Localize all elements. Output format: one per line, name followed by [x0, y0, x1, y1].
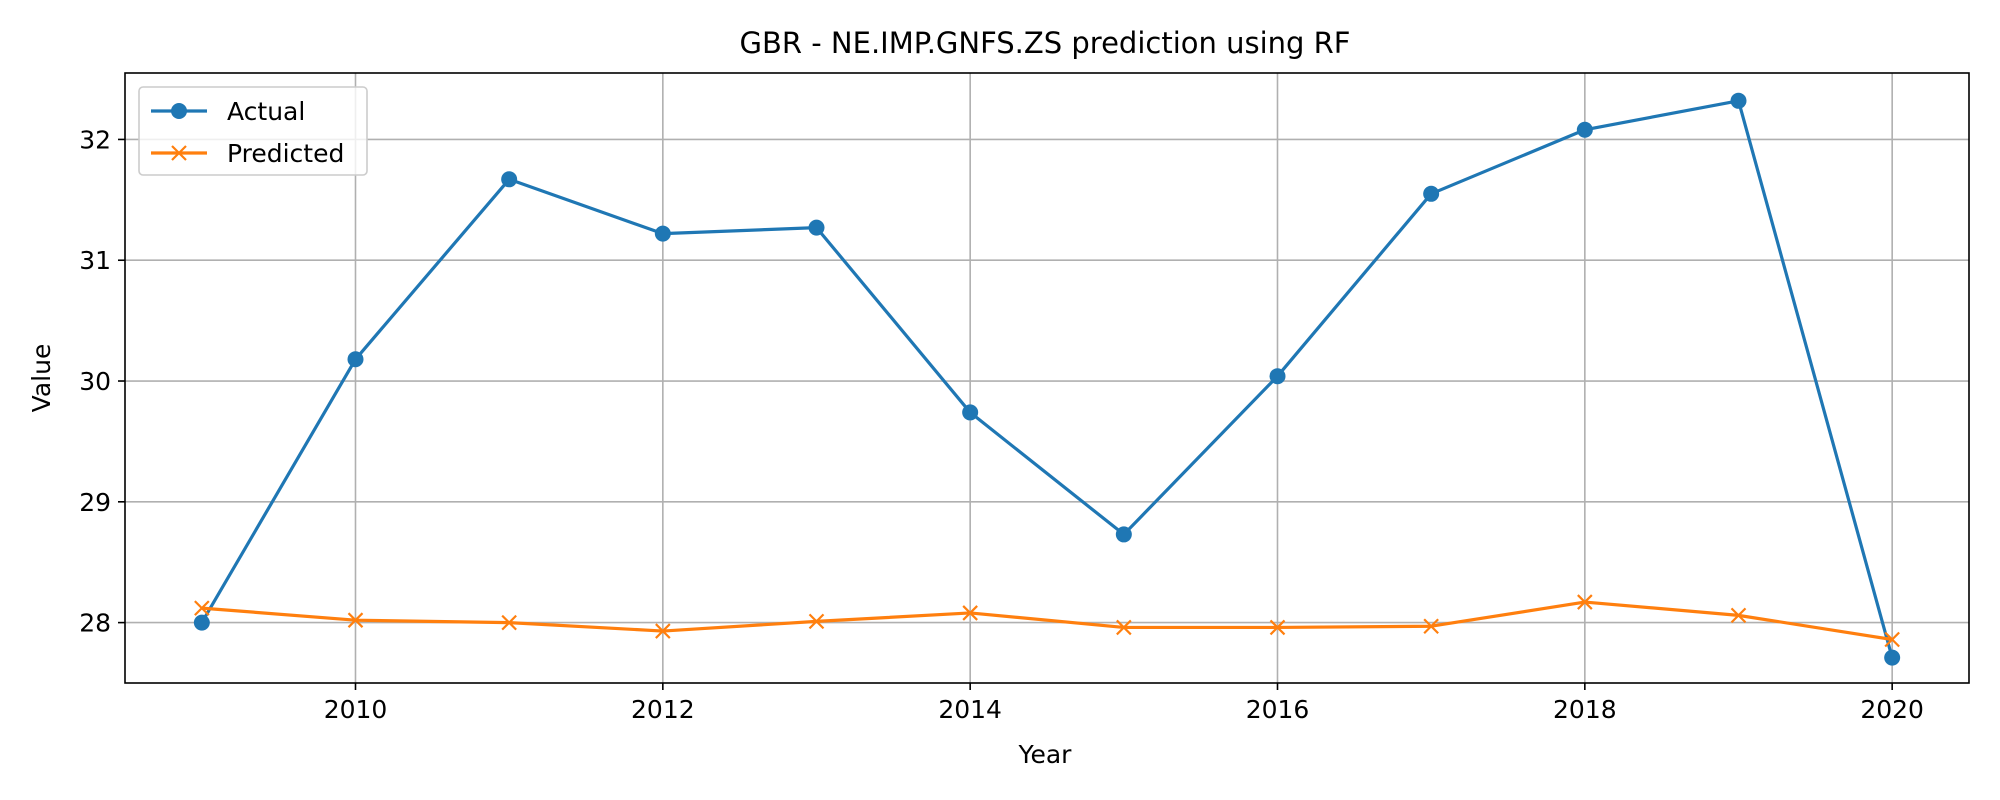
predicted-point	[1577, 594, 1593, 610]
predicted-point	[962, 605, 978, 621]
legend-predicted-marker	[171, 145, 187, 161]
legend-predicted-label: Predicted	[227, 139, 344, 168]
actual-point	[1730, 92, 1747, 109]
actual-point	[347, 351, 364, 368]
x-tick-label: 2010	[324, 695, 388, 724]
predicted-point	[194, 600, 210, 616]
actual-point	[962, 404, 979, 421]
y-axis-ticks: 28 29 30 31 32	[79, 125, 125, 638]
predicted-point	[1730, 607, 1747, 624]
x-axis-label: Year	[1018, 740, 1073, 769]
x-tick-label: 2012	[631, 695, 695, 724]
plot-markers	[193, 92, 1901, 666]
predicted-point	[655, 623, 671, 639]
actual-line	[200, 99, 1894, 659]
actual-point	[1884, 649, 1901, 666]
legend-actual-label: Actual	[227, 97, 305, 126]
x-tick-label: 2016	[1246, 695, 1310, 724]
predicted-point	[1423, 618, 1439, 635]
predicted-line	[201, 600, 1893, 642]
actual-point	[1423, 185, 1440, 202]
y-tick-label: 28	[79, 609, 111, 638]
actual-point	[1576, 121, 1593, 138]
predicted-point	[808, 613, 825, 630]
predicted-point	[1116, 619, 1132, 636]
actual-point	[1269, 368, 1286, 385]
x-tick-label: 2014	[938, 695, 1002, 724]
chart-title: GBR - NE.IMP.GNFS.ZS prediction using RF	[740, 26, 1351, 60]
legend-actual-marker	[171, 103, 187, 119]
x-tick-label: 2018	[1553, 695, 1617, 724]
y-axis-label: Value	[27, 344, 56, 413]
actual-point	[193, 614, 210, 631]
actual-point	[654, 225, 671, 242]
predicted-point	[347, 612, 364, 628]
legend: Actual Predicted	[138, 86, 368, 176]
x-tick-label: 2020	[1860, 695, 1924, 724]
predicted-point	[501, 614, 517, 631]
predicted-point	[1269, 619, 1286, 636]
actual-point	[1115, 526, 1132, 543]
predicted-point	[1884, 631, 1900, 648]
y-tick-label: 31	[79, 246, 111, 275]
y-tick-label: 32	[79, 125, 111, 154]
x-axis-ticks: 2010 2012 2014 2016 2018 2020	[324, 683, 1924, 724]
grid-lines	[125, 73, 1969, 683]
actual-point	[501, 171, 518, 188]
actual-point	[808, 219, 825, 236]
y-tick-label: 30	[79, 367, 111, 396]
plot-lines	[200, 99, 1894, 659]
plot-frame	[124, 72, 1970, 684]
y-tick-label: 29	[79, 488, 111, 517]
